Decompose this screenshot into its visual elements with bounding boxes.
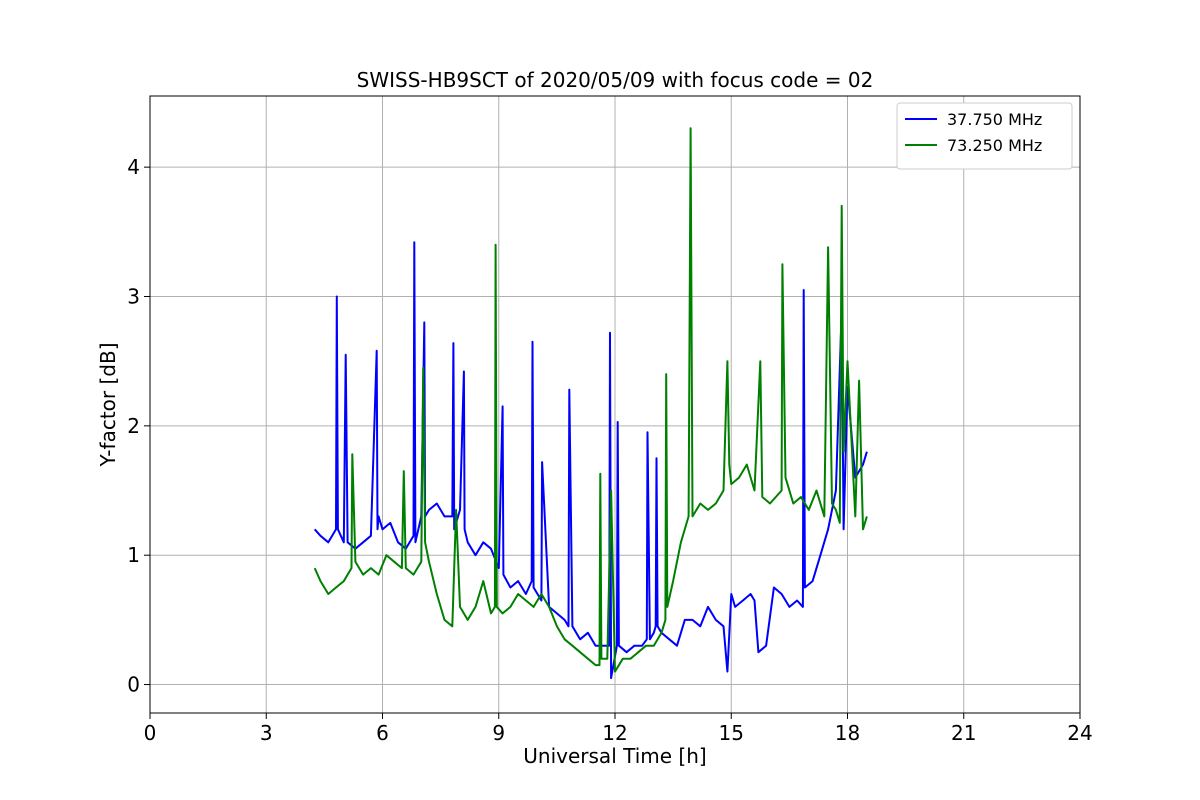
x-tick-label: 0	[144, 721, 157, 745]
x-tick-label: 24	[1067, 721, 1092, 745]
y-tick-label: 1	[127, 543, 140, 567]
y-axis-label: Y-factor [dB]	[96, 342, 120, 467]
series-layer	[313, 127, 868, 680]
x-tick-label: 6	[376, 721, 389, 745]
x-tick-label: 3	[260, 721, 273, 745]
x-tick-label: 12	[602, 721, 627, 745]
legend-box	[896, 102, 1073, 170]
y-tick-label: 4	[127, 155, 140, 179]
x-axis-label: Universal Time [h]	[523, 744, 706, 768]
y-tick-label: 2	[127, 414, 140, 438]
x-tick-label: 9	[492, 721, 505, 745]
x-tick-label: 21	[951, 721, 976, 745]
legend-label: 73.250 MHz	[947, 136, 1042, 155]
x-tick-label: 15	[719, 721, 744, 745]
series-line-2	[313, 127, 868, 673]
legend-label: 37.750 MHz	[947, 110, 1042, 129]
legend: 37.750 MHz 73.250 MHz	[896, 102, 1073, 170]
chart-title: SWISS-HB9SCT of 2020/05/09 with focus co…	[357, 68, 874, 92]
y-tick-label: 3	[127, 284, 140, 308]
y-tick-label: 0	[127, 673, 140, 697]
x-tick-label: 18	[835, 721, 860, 745]
